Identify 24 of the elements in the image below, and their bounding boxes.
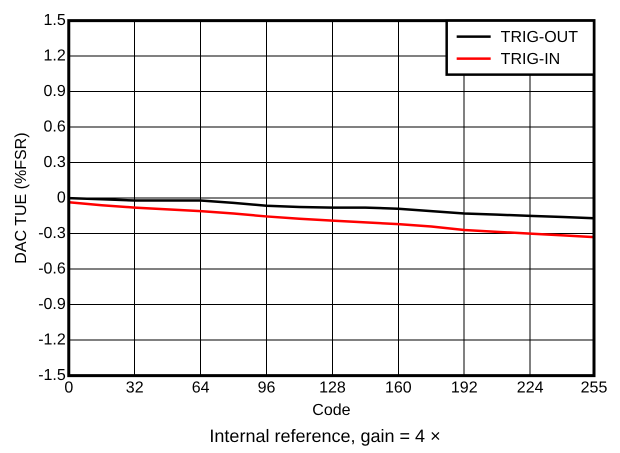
legend-label: TRIG-OUT (500, 29, 578, 46)
y-axis-title: DAC TUE (%FSR) (13, 132, 30, 264)
x-tick-label: 255 (580, 380, 608, 397)
x-tick-label: 160 (384, 380, 412, 397)
y-tick-label: -1.2 (38, 332, 66, 349)
y-tick-label: -0.3 (38, 225, 66, 242)
x-tick-label: 224 (516, 380, 544, 397)
y-tick-label: 0.3 (44, 154, 66, 172)
x-tick-label: 192 (450, 380, 478, 397)
x-tick-label: 96 (258, 380, 276, 397)
x-tick-label: 128 (319, 380, 346, 397)
text: Internal reference, gain = 4 × (208, 426, 442, 447)
y-tick-label: 0 (56, 190, 66, 207)
y-tick-label: 0.6 (44, 118, 66, 136)
y-tick-label: 1.5 (44, 12, 66, 30)
y-tick-label: 1.2 (44, 48, 66, 65)
x-tick-label: 64 (192, 380, 210, 397)
y-tick-label: 0.9 (44, 83, 66, 100)
x-axis-title: Code (312, 402, 351, 419)
legend-label: TRIG-IN (500, 51, 560, 68)
y-tick-label: -0.6 (38, 260, 66, 278)
x-tick-label: 32 (126, 380, 144, 397)
y-tick-label: -1.5 (38, 367, 66, 384)
y-tick-label: -0.9 (38, 296, 66, 314)
